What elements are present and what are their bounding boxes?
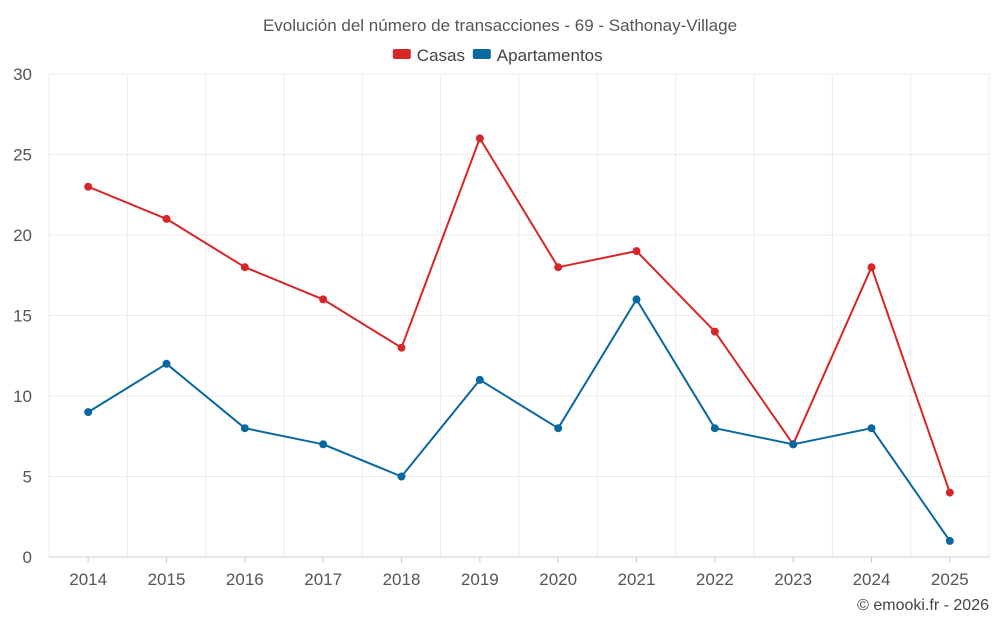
data-point-casas[interactable] — [162, 214, 171, 223]
series-lines — [87, 137, 951, 542]
legend[interactable]: Casas Apartamentos — [392, 46, 603, 65]
data-point-casas[interactable] — [475, 134, 484, 143]
series-points — [84, 134, 954, 545]
data-point-apartamentos[interactable] — [162, 359, 171, 368]
y-tick-label: 0 — [23, 548, 32, 567]
y-axis: 0 5 10 15 20 25 30 — [13, 65, 32, 567]
data-point-casas[interactable] — [554, 263, 563, 272]
x-tick-label: 2020 — [539, 570, 577, 589]
y-tick-label: 30 — [13, 65, 32, 84]
x-tick-label: 2021 — [618, 570, 656, 589]
legend-item-casas[interactable]: Casas — [392, 46, 465, 65]
data-point-casas[interactable] — [632, 247, 641, 256]
y-tick-label: 25 — [13, 146, 32, 165]
data-point-apartamentos[interactable] — [867, 424, 876, 433]
data-point-apartamentos[interactable] — [475, 375, 484, 384]
y-tick-label: 20 — [13, 226, 32, 245]
data-point-casas[interactable] — [867, 263, 876, 272]
data-point-apartamentos[interactable] — [632, 295, 641, 304]
grid — [48, 73, 990, 558]
x-tick-label: 2017 — [304, 570, 342, 589]
x-tick-label: 2018 — [383, 570, 421, 589]
data-point-casas[interactable] — [397, 343, 406, 352]
legend-item-apartamentos[interactable]: Apartamentos — [472, 46, 603, 65]
legend-label: Apartamentos — [497, 46, 603, 65]
series-line-apartamentos — [87, 298, 951, 542]
data-point-apartamentos[interactable] — [84, 408, 93, 417]
x-tick-label: 2016 — [226, 570, 264, 589]
data-point-casas[interactable] — [240, 263, 249, 272]
x-axis: 2014 2015 2016 2017 2018 2019 2020 2021 2022 2023… — [69, 557, 969, 589]
data-point-apartamentos[interactable] — [945, 536, 954, 545]
legend-swatch — [392, 49, 411, 59]
x-tick-label: 2015 — [148, 570, 186, 589]
x-tick-label: 2022 — [696, 570, 734, 589]
series-line-casas — [87, 137, 951, 493]
data-point-apartamentos[interactable] — [554, 424, 563, 433]
credit-text: © emooki.fr - 2026 — [857, 597, 989, 614]
legend-swatch — [472, 49, 491, 59]
data-point-casas[interactable] — [319, 295, 328, 304]
x-tick-label: 2023 — [774, 570, 812, 589]
x-tick-label: 2024 — [853, 570, 891, 589]
data-point-apartamentos[interactable] — [240, 424, 249, 433]
data-point-apartamentos[interactable] — [319, 440, 328, 449]
data-point-apartamentos[interactable] — [789, 440, 798, 449]
data-point-apartamentos[interactable] — [397, 472, 406, 481]
chart-title: Evolución del número de transacciones - … — [263, 16, 737, 35]
data-point-casas[interactable] — [84, 182, 93, 191]
data-point-apartamentos[interactable] — [710, 424, 719, 433]
x-tick-label: 2019 — [461, 570, 499, 589]
data-point-casas[interactable] — [945, 488, 954, 497]
x-tick-label: 2025 — [931, 570, 969, 589]
y-tick-label: 5 — [23, 468, 32, 487]
x-tick-label: 2014 — [69, 570, 107, 589]
legend-label: Casas — [417, 46, 465, 65]
y-tick-label: 10 — [13, 387, 32, 406]
y-tick-label: 15 — [13, 307, 32, 326]
data-point-casas[interactable] — [710, 327, 719, 336]
